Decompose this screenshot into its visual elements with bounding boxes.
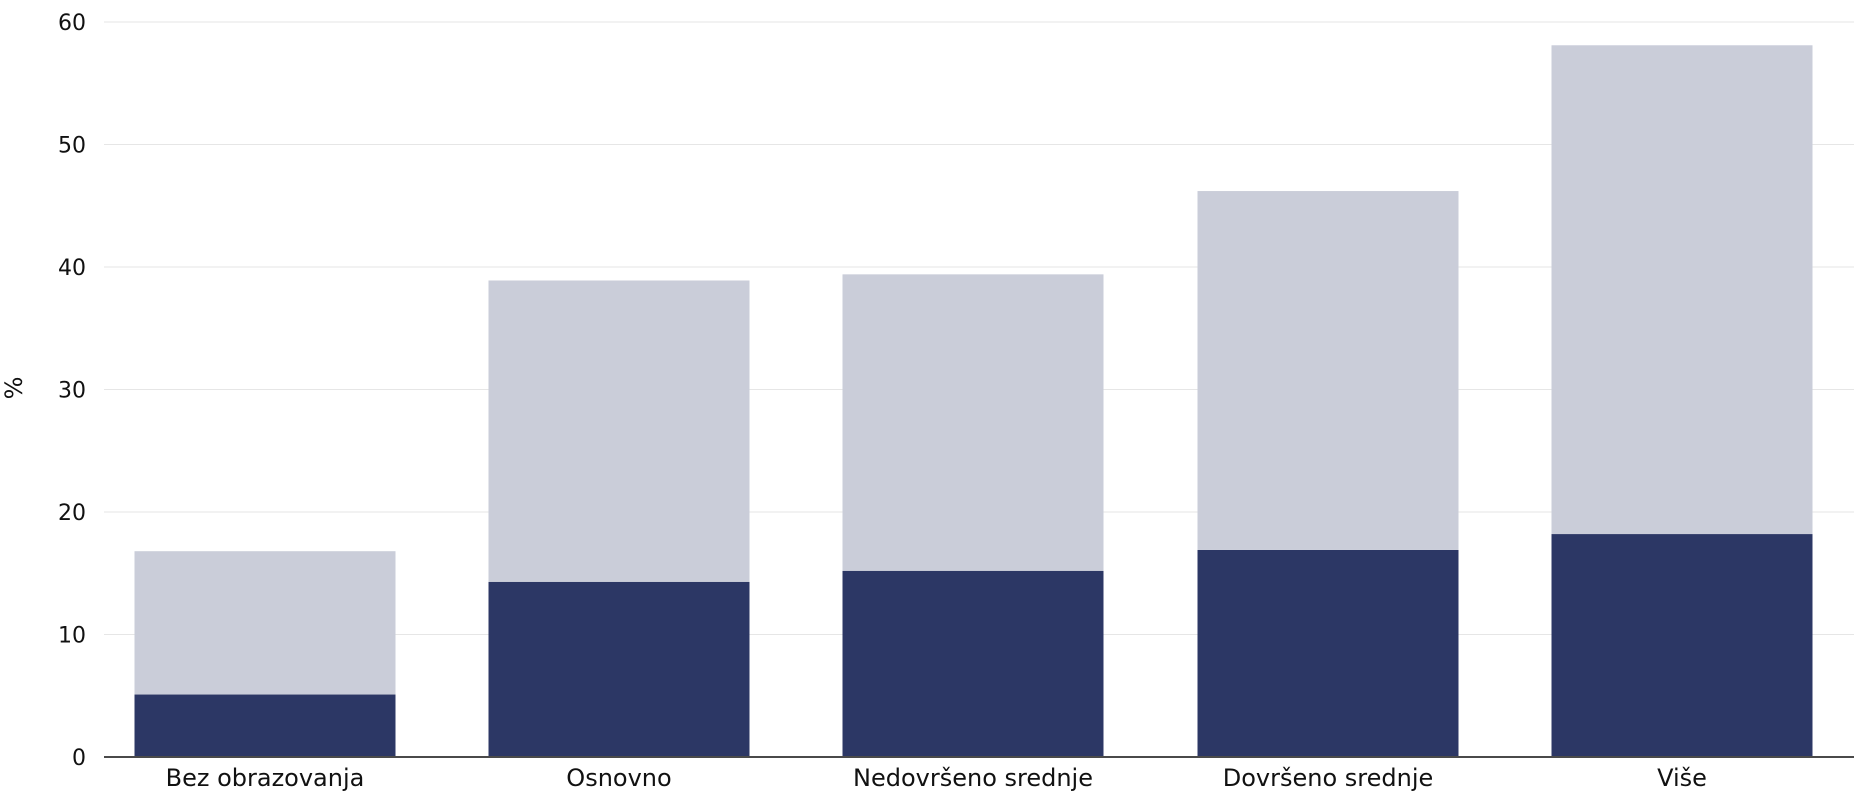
y-axis-title: %	[0, 377, 28, 400]
x-category-label: Nedovršeno srednje	[853, 764, 1093, 792]
bar-segment-bottom	[1197, 549, 1459, 757]
bar-segment-top	[1551, 45, 1813, 535]
x-category-label: Bez obrazovanja	[166, 764, 365, 792]
labels: 0 10 20 30 40 50 60 Bez obrazovanja Osnovno Nedov…	[58, 11, 1707, 792]
y-tick-label: 20	[58, 501, 86, 526]
bar-segment-top	[842, 274, 1104, 571]
bar-segment-top	[134, 551, 396, 695]
bar-segment-bottom	[1551, 534, 1813, 757]
x-category-label: Osnovno	[566, 764, 671, 792]
x-category-label: Više	[1657, 764, 1707, 792]
bar-segment-bottom	[842, 570, 1104, 757]
bar-segment-bottom	[134, 694, 396, 757]
y-tick-label: 10	[58, 624, 86, 649]
y-tick-label: 30	[58, 379, 86, 404]
bars	[134, 45, 1813, 757]
y-tick-label: 50	[58, 134, 86, 159]
y-tick-label: 60	[58, 11, 86, 36]
y-tick-label: 40	[58, 256, 86, 281]
bar-segment-top	[1197, 191, 1459, 550]
x-category-label: Dovršeno srednje	[1223, 764, 1434, 792]
y-tick-label: 0	[72, 746, 86, 771]
bar-segment-bottom	[488, 581, 750, 757]
bar-segment-top	[488, 280, 750, 582]
